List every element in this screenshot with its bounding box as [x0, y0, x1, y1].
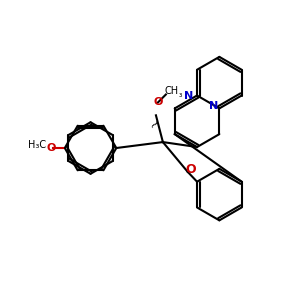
Text: ~: ~: [147, 116, 163, 133]
Text: N: N: [209, 101, 218, 111]
Text: O: O: [185, 163, 196, 176]
Text: ₃: ₃: [179, 90, 182, 99]
Text: O: O: [46, 143, 56, 153]
Text: CH: CH: [165, 85, 179, 96]
Text: H₃C: H₃C: [28, 140, 46, 150]
Text: N: N: [184, 91, 194, 100]
Text: O: O: [153, 98, 163, 107]
